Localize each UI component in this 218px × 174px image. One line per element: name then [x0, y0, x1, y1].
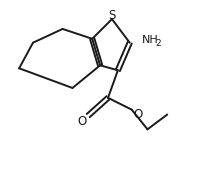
- Text: 2: 2: [155, 39, 161, 48]
- Text: O: O: [133, 108, 142, 121]
- Text: O: O: [78, 115, 87, 128]
- Text: S: S: [108, 9, 116, 22]
- Text: NH: NH: [141, 35, 158, 45]
